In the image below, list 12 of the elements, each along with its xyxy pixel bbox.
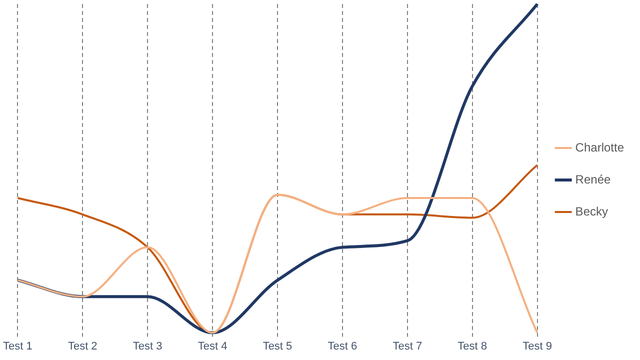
x-tick-label: Test 3	[132, 340, 162, 352]
legend-label: Renée	[575, 172, 611, 186]
x-tick-label: Test 2	[68, 340, 98, 352]
legend-label: Charlotte	[575, 140, 624, 154]
x-tick-label: Test 7	[392, 340, 422, 352]
x-tick-label: Test 8	[458, 340, 488, 352]
x-tick-label: Test 1	[2, 340, 32, 352]
x-tick-label: Test 4	[198, 340, 228, 352]
x-tick-label: Test 9	[522, 340, 552, 352]
legend-label: Becky	[575, 204, 608, 218]
x-tick-label: Test 5	[262, 340, 292, 352]
x-tick-label: Test 6	[328, 340, 358, 352]
